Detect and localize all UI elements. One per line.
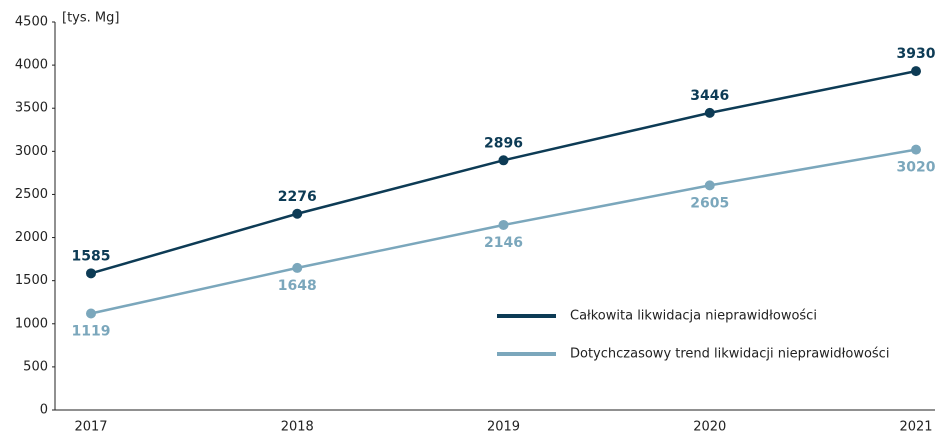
y-tick-label: 500 (23, 359, 48, 374)
y-tick-label: 0 (40, 403, 48, 418)
x-tick-label: 2021 (899, 420, 932, 435)
x-tick-label: 2020 (693, 420, 726, 435)
legend-label: Całkowita likwidacja nieprawidłowości (570, 309, 817, 324)
data-label: 1648 (278, 278, 317, 294)
x-tick-label: 2017 (74, 420, 107, 435)
y-tick-label: 1000 (15, 316, 48, 331)
data-point (911, 66, 921, 77)
y-tick-label: 2000 (15, 230, 48, 245)
y-tick-label: 1500 (15, 273, 48, 288)
y-tick-label: 3000 (15, 144, 48, 159)
unit-label: [tys. Mg] (62, 11, 119, 26)
x-tick-label: 2019 (487, 420, 520, 435)
data-point (498, 219, 509, 230)
data-point (86, 308, 96, 319)
data-point (498, 155, 509, 166)
data-label: 2146 (484, 235, 523, 251)
data-label: 3446 (690, 88, 729, 104)
y-tick-label: 4000 (15, 58, 48, 73)
data-point (911, 144, 921, 155)
data-point (704, 180, 715, 191)
y-tick-label: 2500 (15, 187, 48, 202)
x-tick-label: 2018 (281, 420, 314, 435)
data-label: 3020 (897, 160, 936, 176)
data-label: 2276 (278, 189, 317, 205)
series-line (90, 148, 917, 315)
data-label: 2605 (690, 195, 729, 211)
y-tick-label: 3500 (15, 101, 48, 116)
data-point (704, 107, 715, 118)
data-label: 2896 (484, 135, 523, 151)
data-point (292, 262, 303, 273)
y-tick-label: 4500 (15, 15, 48, 30)
data-point (86, 268, 96, 279)
data-label: 1585 (72, 248, 111, 264)
data-label: 3930 (897, 46, 936, 62)
data-label: 1119 (72, 324, 111, 340)
legend-label: Dotychczasowy trend likwidacji nieprawid… (570, 347, 889, 362)
data-point (292, 208, 303, 219)
